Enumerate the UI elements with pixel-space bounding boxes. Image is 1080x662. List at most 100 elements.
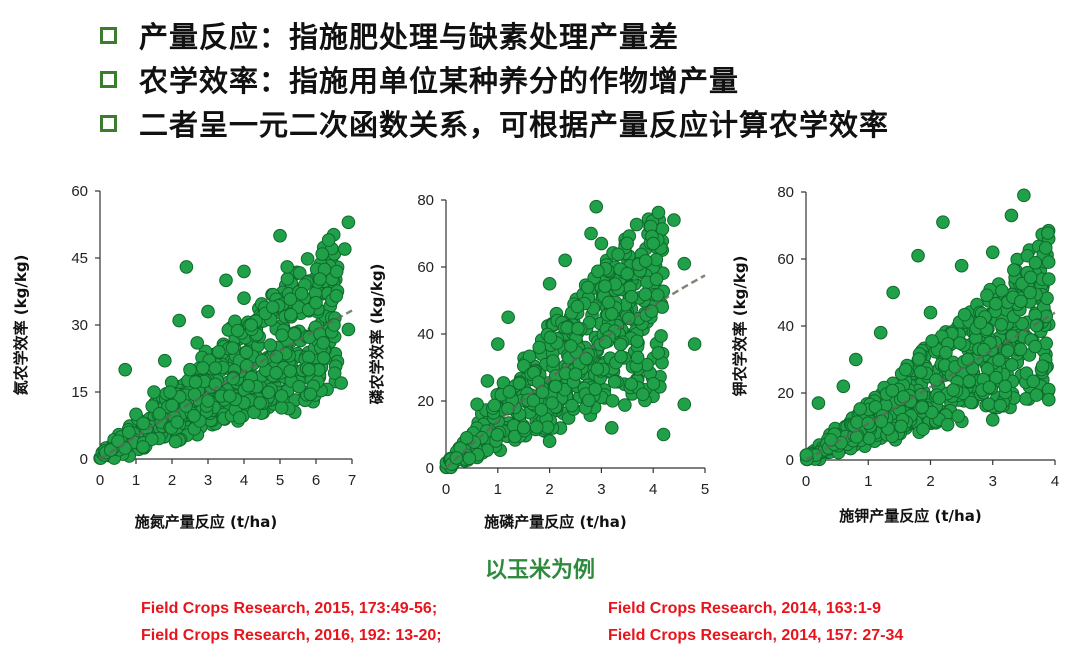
y-axis-label: 钾农学效率 (kg/kg)	[731, 256, 749, 397]
data-point	[168, 434, 183, 449]
bullet-item-quadratic-relation: 二者呈一元二次函数关系，可根据产量反应计算农学效率	[100, 102, 889, 144]
data-point	[898, 362, 913, 377]
data-point	[292, 266, 307, 280]
data-point	[239, 345, 254, 360]
data-point	[253, 396, 267, 410]
data-point	[564, 339, 578, 353]
data-point	[274, 389, 289, 403]
data-point	[190, 336, 204, 350]
reference-4: Field Crops Research, 2014, 157: 27-34	[608, 627, 904, 644]
data-point	[263, 338, 278, 352]
data-point	[939, 345, 953, 360]
data-point	[327, 318, 341, 332]
data-point	[874, 414, 889, 429]
x-tick-label: 0	[442, 481, 450, 498]
data-point	[122, 425, 136, 440]
y-tick-label: 60	[71, 183, 88, 200]
data-point	[534, 403, 549, 417]
data-point	[196, 361, 210, 375]
data-point	[667, 213, 681, 227]
data-point	[622, 311, 636, 326]
data-point	[302, 362, 316, 377]
data-point	[873, 325, 888, 340]
data-point	[501, 310, 515, 325]
data-point	[244, 318, 258, 332]
data-point	[208, 361, 223, 375]
y-axis-label: 氮农学效率 (kg/kg)	[12, 255, 30, 396]
data-point	[300, 252, 315, 266]
data-point	[591, 264, 605, 279]
data-point	[104, 443, 118, 457]
data-point	[283, 307, 298, 322]
data-point	[570, 299, 585, 314]
data-point	[158, 353, 172, 368]
x-tick-label: 0	[802, 473, 810, 490]
data-point	[677, 256, 692, 271]
bullet-text: 二者呈一元二次函数关系，可根据产量反应计算农学效率	[139, 108, 890, 142]
data-point	[589, 199, 604, 214]
data-point	[1029, 318, 1044, 333]
data-point	[651, 205, 666, 220]
y-tick-label: 15	[71, 384, 88, 401]
y-tick-label: 40	[777, 318, 794, 335]
data-point	[590, 362, 605, 376]
data-point	[638, 287, 653, 302]
data-point	[341, 322, 356, 337]
data-point	[147, 385, 161, 399]
data-point	[219, 273, 233, 288]
data-point	[230, 323, 245, 338]
data-point	[912, 352, 926, 366]
y-tick-label: 40	[417, 326, 434, 343]
y-tick-label: 0	[80, 451, 88, 468]
data-point	[313, 272, 327, 286]
data-point	[201, 304, 215, 319]
data-point	[677, 397, 692, 412]
data-point	[624, 377, 639, 391]
x-tick-label: 2	[545, 481, 553, 498]
chart-caption: 以玉米为例	[484, 558, 595, 583]
data-point	[315, 247, 330, 261]
data-point	[301, 350, 316, 364]
data-point	[341, 215, 356, 230]
data-point	[604, 307, 619, 321]
data-point	[651, 346, 665, 360]
data-point	[604, 421, 619, 435]
data-point	[1023, 270, 1038, 285]
data-point	[283, 364, 298, 378]
data-point	[582, 393, 596, 408]
data-point	[989, 297, 1003, 311]
data-point	[1029, 388, 1044, 402]
data-point	[187, 409, 201, 423]
data-point	[989, 370, 1003, 385]
data-point	[993, 398, 1008, 413]
data-point	[491, 337, 505, 351]
checkbox-square-icon	[100, 114, 117, 132]
data-point	[957, 307, 972, 322]
data-point	[980, 288, 994, 303]
data-point	[502, 384, 517, 399]
data-point	[1038, 241, 1053, 255]
data-point	[237, 264, 251, 279]
data-point	[656, 427, 671, 442]
x-axis-label: 施磷产量反应 (t/ha)	[484, 513, 626, 531]
data-point	[962, 374, 977, 389]
x-tick-label: 4	[240, 472, 248, 489]
data-point	[280, 272, 295, 286]
data-point	[644, 304, 659, 319]
data-point	[287, 327, 302, 341]
data-point	[951, 409, 965, 423]
data-point	[894, 419, 908, 434]
data-point	[916, 422, 930, 437]
data-point	[334, 376, 349, 390]
data-point	[1026, 374, 1040, 389]
data-point	[266, 300, 280, 314]
x-tick-label: 2	[926, 473, 934, 490]
x-tick-label: 4	[649, 481, 657, 498]
data-point	[611, 247, 625, 262]
fit-curve	[99, 309, 353, 461]
data-point	[849, 430, 864, 444]
data-point	[490, 427, 505, 442]
data-point	[982, 380, 997, 395]
data-point	[269, 366, 283, 380]
data-point	[241, 378, 256, 393]
